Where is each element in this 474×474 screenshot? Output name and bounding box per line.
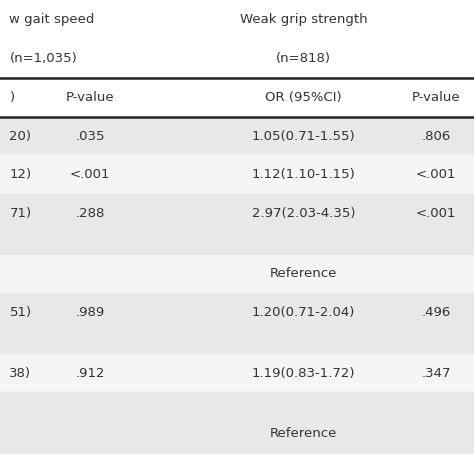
Bar: [0, 194, 474, 233]
Text: <.001: <.001: [416, 168, 456, 182]
Text: 71): 71): [9, 207, 32, 220]
Text: <.001: <.001: [70, 168, 110, 182]
Text: Reference: Reference: [270, 427, 337, 440]
Bar: [0, 78, 474, 117]
Text: 51): 51): [9, 306, 32, 319]
Text: .035: .035: [75, 129, 105, 143]
Text: .989: .989: [75, 306, 105, 319]
Text: Weak grip strength: Weak grip strength: [239, 13, 367, 26]
Text: P-value: P-value: [412, 91, 460, 104]
Bar: [0, 414, 474, 453]
Bar: [0, 117, 474, 155]
Text: 1.12(1.10-1.15): 1.12(1.10-1.15): [252, 168, 355, 182]
Text: (n=818): (n=818): [276, 52, 331, 65]
Text: .806: .806: [421, 129, 451, 143]
Text: 12): 12): [9, 168, 32, 182]
Bar: [0, 332, 474, 354]
Bar: [0, 0, 474, 39]
Text: 1.05(0.71-1.55): 1.05(0.71-1.55): [252, 129, 355, 143]
Text: .288: .288: [75, 207, 105, 220]
Text: w gait speed: w gait speed: [9, 13, 95, 26]
Bar: [0, 392, 474, 414]
Bar: [0, 155, 474, 194]
Bar: [0, 354, 474, 392]
Text: 1.19(0.83-1.72): 1.19(0.83-1.72): [252, 366, 355, 380]
Bar: [0, 233, 474, 255]
Text: <.001: <.001: [416, 207, 456, 220]
Text: Reference: Reference: [270, 267, 337, 281]
Bar: [0, 293, 474, 332]
Bar: [0, 39, 474, 78]
Bar: [0, 255, 474, 293]
Text: OR (95%CI): OR (95%CI): [265, 91, 342, 104]
Text: .496: .496: [421, 306, 451, 319]
Text: .912: .912: [75, 366, 105, 380]
Text: .347: .347: [421, 366, 451, 380]
Text: 1.20(0.71-2.04): 1.20(0.71-2.04): [252, 306, 355, 319]
Text: 20): 20): [9, 129, 31, 143]
Text: 38): 38): [9, 366, 31, 380]
Text: 2.97(2.03-4.35): 2.97(2.03-4.35): [252, 207, 355, 220]
Text: ): ): [9, 91, 15, 104]
Text: P-value: P-value: [66, 91, 114, 104]
Text: (n=1,035): (n=1,035): [9, 52, 77, 65]
